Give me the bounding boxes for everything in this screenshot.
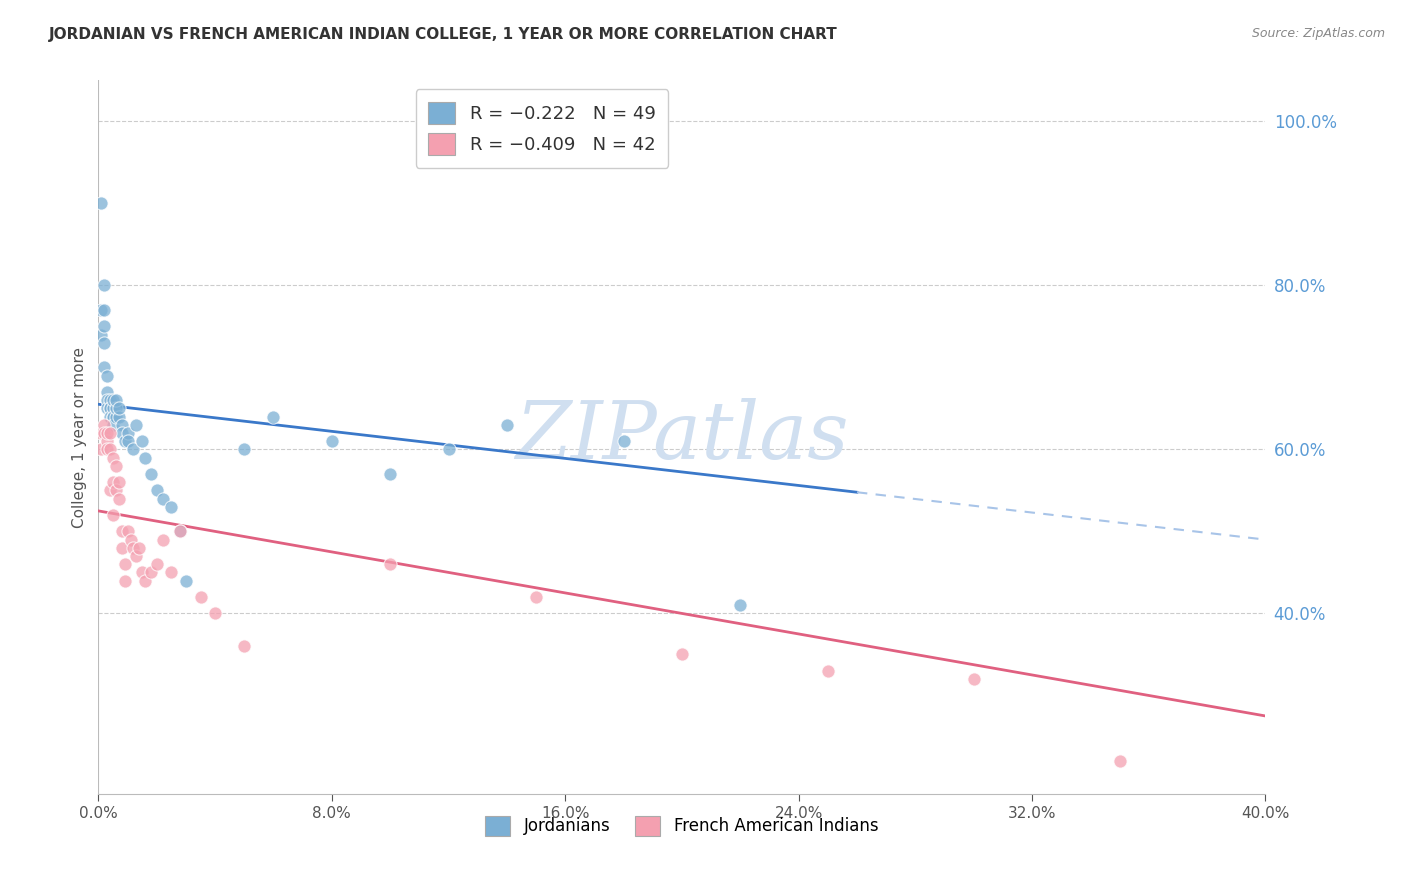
Point <box>96 434 118 449</box>
Point <box>817 664 839 678</box>
Point <box>98 401 121 416</box>
Point <box>146 558 169 572</box>
Point <box>146 483 169 498</box>
Point <box>93 335 115 350</box>
Point <box>962 672 984 686</box>
Point <box>98 425 121 440</box>
Point <box>96 442 118 457</box>
Point <box>90 425 112 440</box>
Point <box>114 574 136 588</box>
Point <box>134 450 156 465</box>
Point <box>108 401 131 416</box>
Point <box>111 524 134 539</box>
Point <box>93 319 115 334</box>
Point <box>120 533 142 547</box>
Point <box>496 417 519 432</box>
Point <box>1108 754 1130 768</box>
Point <box>101 508 124 522</box>
Point <box>111 541 134 555</box>
Point <box>117 524 139 539</box>
Point <box>233 639 256 653</box>
Point <box>204 607 226 621</box>
Point <box>262 409 284 424</box>
Point <box>380 467 402 481</box>
Point <box>730 599 752 613</box>
Point <box>108 475 131 490</box>
Point <box>125 417 148 432</box>
Point <box>93 360 115 375</box>
Point <box>104 401 127 416</box>
Point <box>380 558 402 572</box>
Point <box>233 442 256 457</box>
Point <box>169 524 191 539</box>
Point <box>111 417 134 432</box>
Point <box>90 302 112 317</box>
Text: ZIPatlas: ZIPatlas <box>515 399 849 475</box>
Point <box>96 401 118 416</box>
Text: Source: ZipAtlas.com: Source: ZipAtlas.com <box>1251 27 1385 40</box>
Point <box>96 368 118 383</box>
Text: JORDANIAN VS FRENCH AMERICAN INDIAN COLLEGE, 1 YEAR OR MORE CORRELATION CHART: JORDANIAN VS FRENCH AMERICAN INDIAN COLL… <box>49 27 838 42</box>
Point <box>104 483 127 498</box>
Point <box>139 467 162 481</box>
Point <box>131 434 153 449</box>
Point <box>90 442 112 457</box>
Point <box>101 417 124 432</box>
Point <box>101 409 124 424</box>
Point <box>101 409 124 424</box>
Point <box>93 278 115 293</box>
Point <box>111 425 134 440</box>
Point <box>96 393 118 408</box>
Point <box>101 475 124 490</box>
Point <box>134 574 156 588</box>
Point <box>152 491 174 506</box>
Point <box>101 450 124 465</box>
Point <box>612 434 634 449</box>
Point <box>98 483 121 498</box>
Point <box>98 442 121 457</box>
Point <box>108 491 131 506</box>
Point <box>122 541 145 555</box>
Point <box>98 409 121 424</box>
Point <box>96 384 118 399</box>
Point <box>104 458 127 473</box>
Point <box>90 196 112 211</box>
Point <box>437 442 460 457</box>
Point <box>131 566 153 580</box>
Point <box>139 566 162 580</box>
Point <box>524 590 547 604</box>
Point <box>128 541 150 555</box>
Point <box>98 393 121 408</box>
Point <box>108 409 131 424</box>
Point <box>117 434 139 449</box>
Point <box>114 434 136 449</box>
Point <box>190 590 212 604</box>
Point <box>93 425 115 440</box>
Point <box>152 533 174 547</box>
Point <box>174 574 197 588</box>
Point <box>93 417 115 432</box>
Point <box>122 442 145 457</box>
Point <box>160 500 183 514</box>
Point <box>160 566 183 580</box>
Point <box>98 401 121 416</box>
Point <box>101 401 124 416</box>
Point <box>114 558 136 572</box>
Point <box>93 302 115 317</box>
Point <box>321 434 343 449</box>
Point <box>96 425 118 440</box>
Point <box>90 327 112 342</box>
Point <box>104 409 127 424</box>
Y-axis label: College, 1 year or more: College, 1 year or more <box>72 347 87 527</box>
Point <box>125 549 148 563</box>
Point <box>104 393 127 408</box>
Point <box>671 648 693 662</box>
Legend: Jordanians, French American Indians: Jordanians, French American Indians <box>478 809 886 843</box>
Point <box>101 393 124 408</box>
Point <box>117 425 139 440</box>
Point <box>169 524 191 539</box>
